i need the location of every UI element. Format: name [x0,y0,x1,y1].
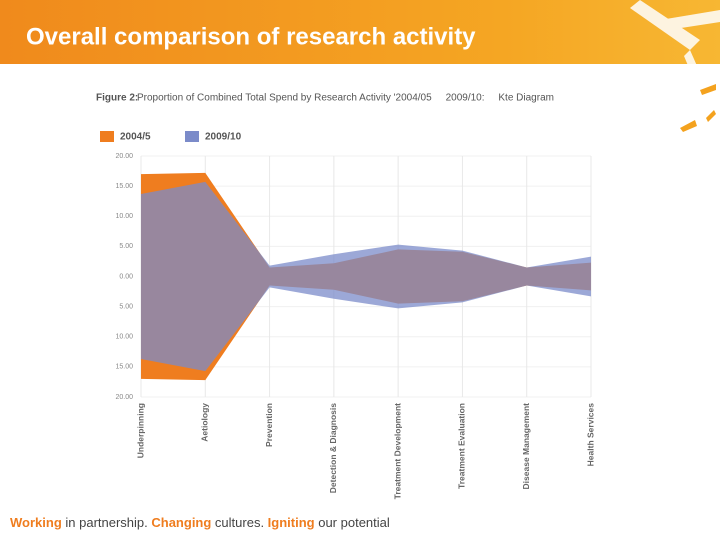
caption-prefix: Figure 2: [96,93,138,104]
y-tick-label: 15.00 [115,364,133,371]
y-tick-label: 0.00 [119,273,133,280]
x-tick-label: Underpinning [135,403,145,458]
x-tick-label: Aetiology [200,403,210,442]
kite-upper [141,181,591,277]
x-tick-label: Prevention [264,403,274,447]
y-tick-label: 10.00 [115,213,133,220]
y-tick-label: 20.00 [115,153,133,160]
x-tick-label: Detection & Diagnosis [328,403,338,493]
x-tick-label: Health Services [585,403,595,467]
x-tick-label: Disease Management [521,403,531,490]
kite-lower [141,276,591,372]
legend-label: 2009/10 [205,132,242,143]
footer-part: Igniting [264,515,315,530]
y-tick-label: 20.00 [115,394,133,401]
chart: 20.00 15.00 10.00 5.00 0.00 5.00 10.00 15.00 20.… [100,131,595,499]
x-tick-label: Treatment Evaluation [457,403,467,489]
legend-swatch [185,131,199,142]
y-tick-label: 5.00 [119,303,133,310]
footer-part: Changing [148,515,212,530]
y-tick-label: 10.00 [115,334,133,341]
x-tick-label: Treatment Development [392,403,402,500]
footer-part: in partnership. [62,515,148,530]
sparks-below [680,84,716,132]
y-tick-label: 5.00 [119,243,133,250]
title-band [0,0,720,64]
footer-part: our potential [315,515,390,530]
legend-label: 2004/5 [120,132,151,143]
slide-title: Overall comparison of research activity [26,23,476,50]
footer-part: Working [10,515,62,530]
footer-part: cultures. [211,515,264,530]
footer: Working in partnership. Changing culture… [10,515,390,530]
legend-swatch [100,131,114,142]
y-tick-label: 15.00 [115,183,133,190]
chart-title: Proportion of Combined Total Spend by Re… [137,93,554,104]
